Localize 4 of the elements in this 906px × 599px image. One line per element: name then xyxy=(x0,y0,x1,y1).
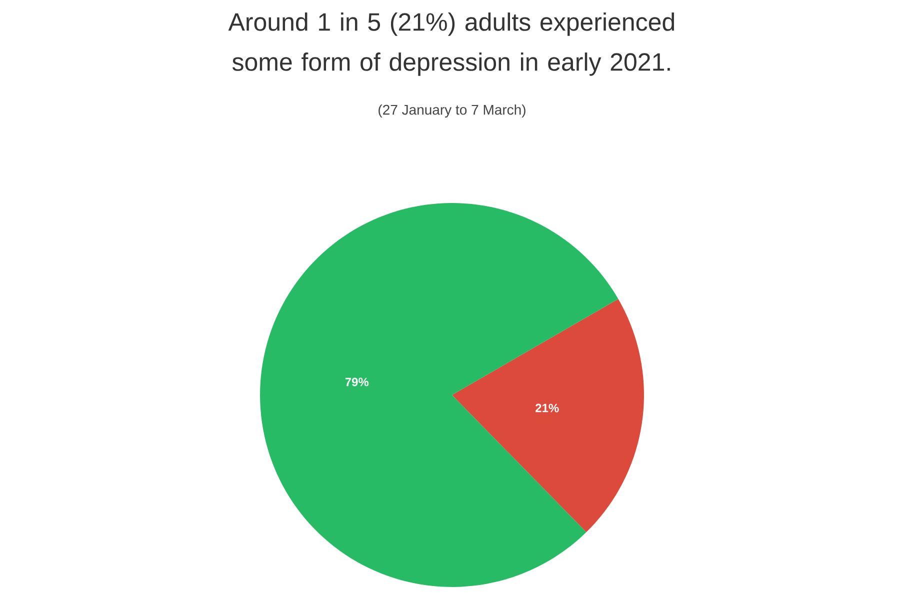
data-label: 79% xyxy=(345,378,369,386)
data-label: 21% xyxy=(536,404,559,412)
chart-title: Around 1 in 5 (21%) adults experienced some form of depression in early 2021. xyxy=(228,12,674,76)
chart-subtitle: (27 January to 7 March) xyxy=(378,104,526,118)
